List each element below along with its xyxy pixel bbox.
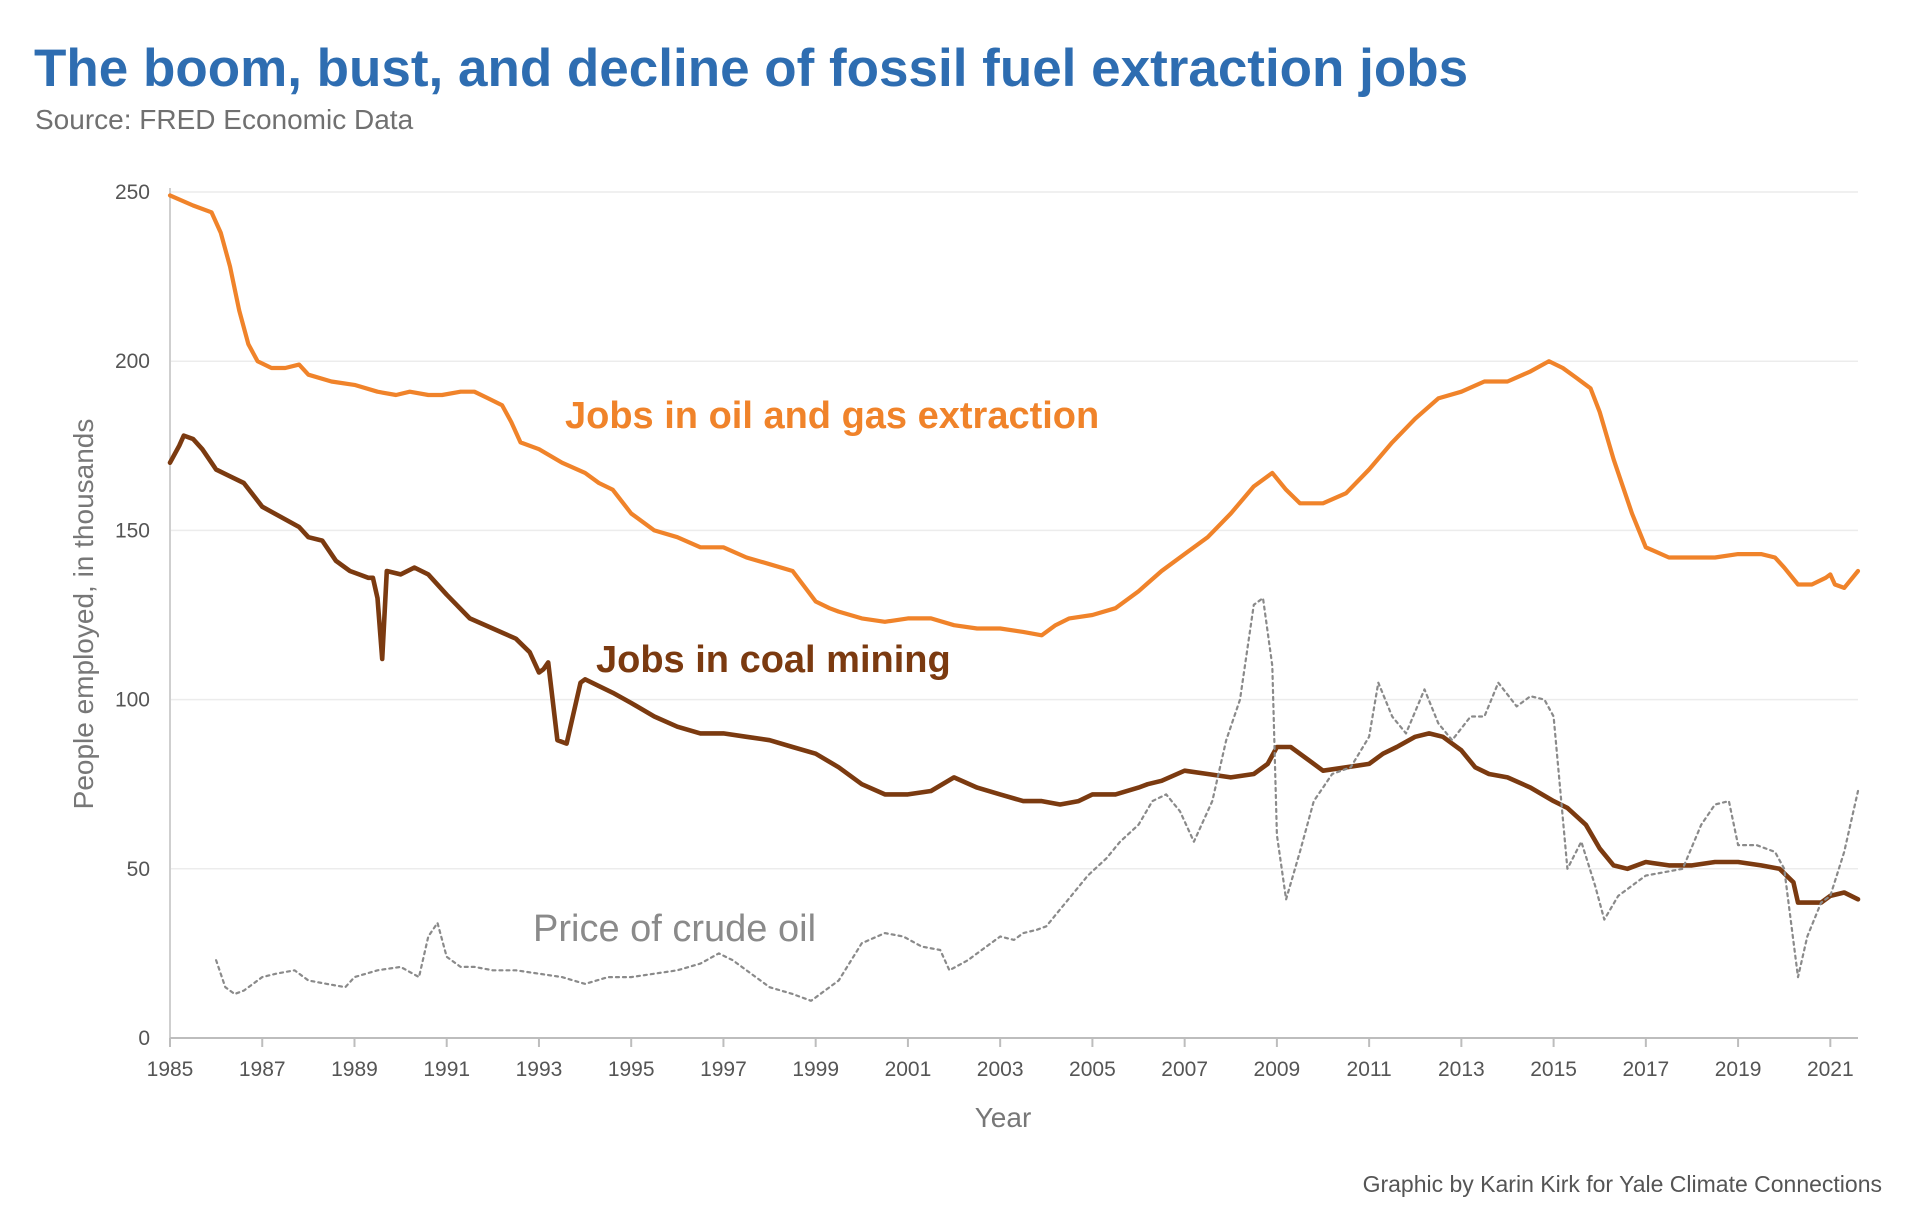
x-tick-label: 2015 <box>1530 1058 1577 1081</box>
x-axis-title: Year <box>975 1102 1032 1133</box>
coal-jobs-line <box>167 433 1861 905</box>
y-tick-label: 150 <box>115 519 150 542</box>
series-lines <box>167 193 1861 1002</box>
x-tick-label: 2001 <box>885 1058 932 1081</box>
chart-subtitle: Source: FRED Economic Data <box>35 104 414 135</box>
x-tick-label: 1991 <box>423 1058 470 1081</box>
series-labels: Jobs in oil and gas extraction Jobs in co… <box>533 395 1099 950</box>
x-tick-label: 2021 <box>1807 1058 1854 1081</box>
x-tick-label: 2007 <box>1161 1058 1208 1081</box>
x-tick-label: 1997 <box>700 1058 747 1081</box>
chart-title: The boom, bust, and decline of fossil fu… <box>34 39 1469 98</box>
x-tick-label: 2003 <box>977 1058 1024 1081</box>
x-tick-label: 1987 <box>239 1058 286 1081</box>
y-axis-title: People employed, in thousands <box>68 419 99 810</box>
x-tick-label: 1995 <box>608 1058 655 1081</box>
y-tick-label: 0 <box>138 1027 150 1050</box>
x-tick-label: 2009 <box>1254 1058 1301 1081</box>
y-tick-label: 50 <box>127 858 150 881</box>
x-tick-label: 1993 <box>516 1058 563 1081</box>
crude-oil-price-line <box>215 596 1860 1002</box>
axes <box>169 188 1858 1047</box>
y-tick-label: 200 <box>115 350 150 373</box>
crude-oil-series-label: Price of crude oil <box>533 908 816 950</box>
x-tick-label: 2019 <box>1715 1058 1762 1081</box>
x-tick-label: 2011 <box>1347 1058 1392 1081</box>
coal-series-label: Jobs in coal mining <box>596 639 951 681</box>
x-tick-label: 2013 <box>1438 1058 1485 1081</box>
gridlines <box>170 191 1858 870</box>
x-tick-label: 2017 <box>1622 1058 1669 1081</box>
y-tick-label: 250 <box>115 181 150 204</box>
y-tick-labels: 0 50 100 150 200 250 <box>115 181 150 1050</box>
x-tick-label: 1985 <box>147 1058 194 1081</box>
y-tick-label: 100 <box>115 689 150 712</box>
x-tick-label: 1989 <box>331 1058 378 1081</box>
x-tick-label: 2005 <box>1069 1058 1116 1081</box>
x-tick-labels: 1985 1987 1989 1991 1993 1995 1997 1999 2001 2003… <box>147 1058 1854 1081</box>
oil-gas-series-label: Jobs in oil and gas extraction <box>565 395 1099 437</box>
x-tick-label: 1999 <box>792 1058 839 1081</box>
credit-line: Graphic by Karin Kirk for Yale Climate C… <box>1362 1171 1882 1197</box>
oil-gas-jobs-line <box>167 193 1861 638</box>
